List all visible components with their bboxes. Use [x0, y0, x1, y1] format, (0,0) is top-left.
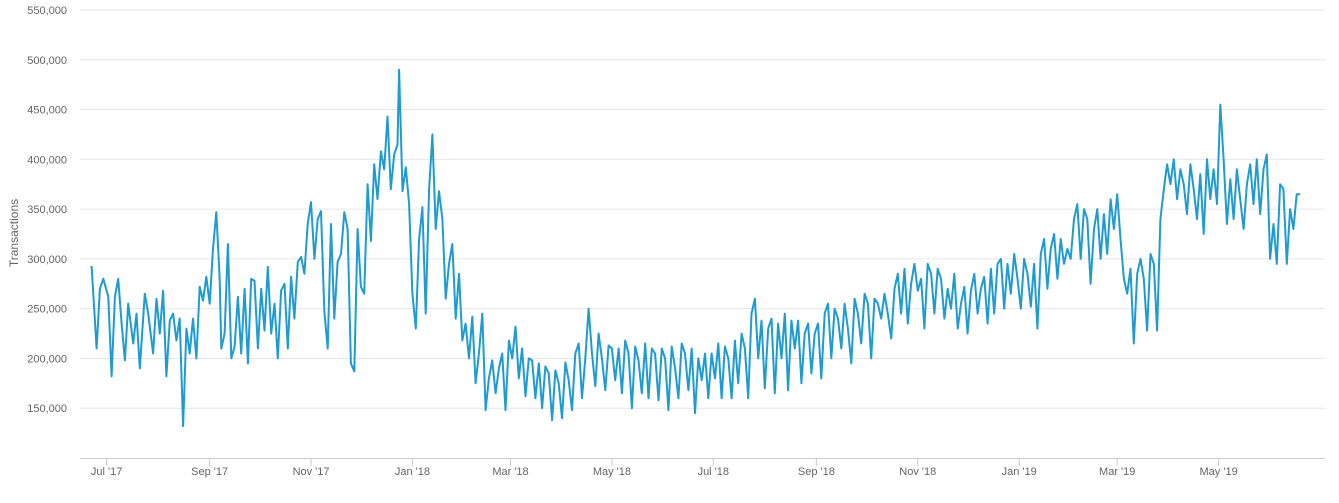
x-tick-label: Sep '17	[191, 466, 228, 478]
y-tick-label: 450,000	[27, 105, 67, 117]
x-axis: Jul '17 Sep '17 Nov '17 Jan '18 Mar '18 May '…	[80, 458, 1325, 478]
y-tick-label: 350,000	[27, 204, 67, 216]
x-tick-label: Jan '19	[1002, 466, 1037, 478]
x-tick-label: Nov '18	[899, 466, 936, 478]
y-tick-label: 400,000	[27, 154, 67, 166]
x-tick-label: Jul '18	[698, 466, 729, 478]
series-line	[90, 68, 1301, 428]
y-tick-label: 550,000	[27, 5, 67, 17]
x-tick-label: Nov '17	[293, 466, 330, 478]
x-tick-label: May '18	[593, 466, 631, 478]
x-tick-label: Mar '18	[492, 466, 528, 478]
y-tick-label: 250,000	[27, 304, 67, 316]
grid-lines	[80, 9, 1325, 409]
x-tick-label: May '19	[1200, 466, 1238, 478]
y-tick-label: 500,000	[27, 55, 67, 67]
x-tick-label: Sep '18	[798, 466, 835, 478]
y-axis-title: Transactions	[7, 199, 21, 267]
x-tick-label: Jul '17	[91, 466, 122, 478]
x-tick-label: Jan '18	[395, 466, 430, 478]
y-tick-label: 150,000	[27, 403, 67, 415]
x-tick-label: Mar '19	[1099, 466, 1135, 478]
y-tick-label: 200,000	[27, 353, 67, 365]
y-axis: 550,000 500,000 450,000 400,000 350,000 300,0…	[27, 5, 67, 415]
y-tick-label: 300,000	[27, 254, 67, 266]
